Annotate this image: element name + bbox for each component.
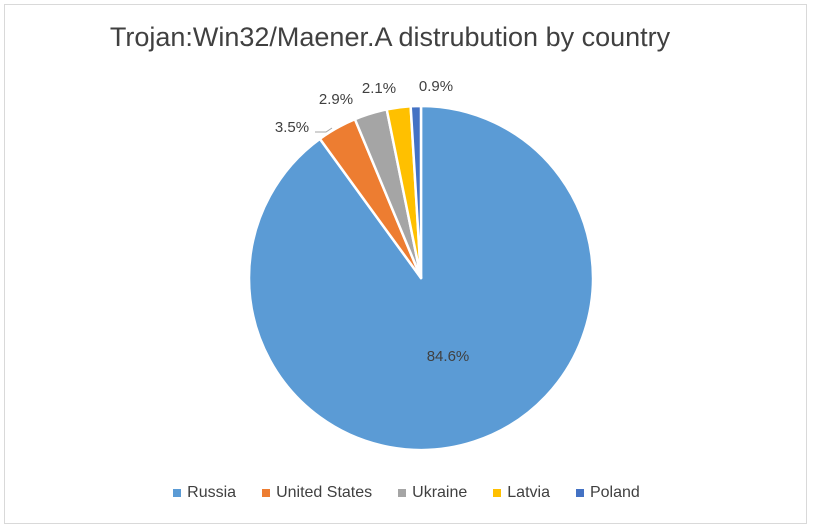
chart-legend: Russia United States Ukraine Latvia Poland	[0, 484, 813, 502]
pie-slices	[247, 104, 595, 452]
legend-label: Poland	[589, 484, 640, 501]
legend-item-latvia: Latvia	[493, 484, 550, 502]
data-label-ukraine: 2.9%	[319, 91, 353, 108]
legend-label: Latvia	[507, 484, 550, 501]
legend-item-ukraine: Ukraine	[398, 484, 467, 502]
legend-swatch	[398, 489, 407, 497]
legend-item-russia: Russia	[173, 484, 236, 502]
legend-label: United States	[276, 484, 373, 501]
data-label-latvia: 2.1%	[362, 80, 396, 97]
leader-lines	[315, 127, 333, 133]
data-labels: 84.6% 3.5% 2.9% 2.1% 0.9%	[275, 78, 469, 365]
leader-line-ukraine	[315, 127, 333, 133]
legend-swatch	[493, 489, 502, 497]
legend-label: Ukraine	[412, 484, 468, 501]
data-label-united-states: 3.5%	[275, 119, 309, 136]
legend-item-poland: Poland	[575, 484, 640, 502]
pie-slice-russia	[247, 104, 595, 452]
legend-swatch	[262, 489, 271, 497]
legend-item-united-states: United States	[262, 484, 372, 502]
legend-swatch	[173, 489, 182, 497]
legend-swatch	[575, 489, 584, 497]
data-label-russia: 84.6%	[427, 348, 470, 365]
chart-title: Trojan:Win32/Maener.A distrubution by co…	[109, 22, 671, 52]
pie-slice-poland	[409, 104, 423, 280]
data-label-poland: 0.9%	[419, 78, 453, 95]
legend-label: Russia	[187, 484, 237, 501]
